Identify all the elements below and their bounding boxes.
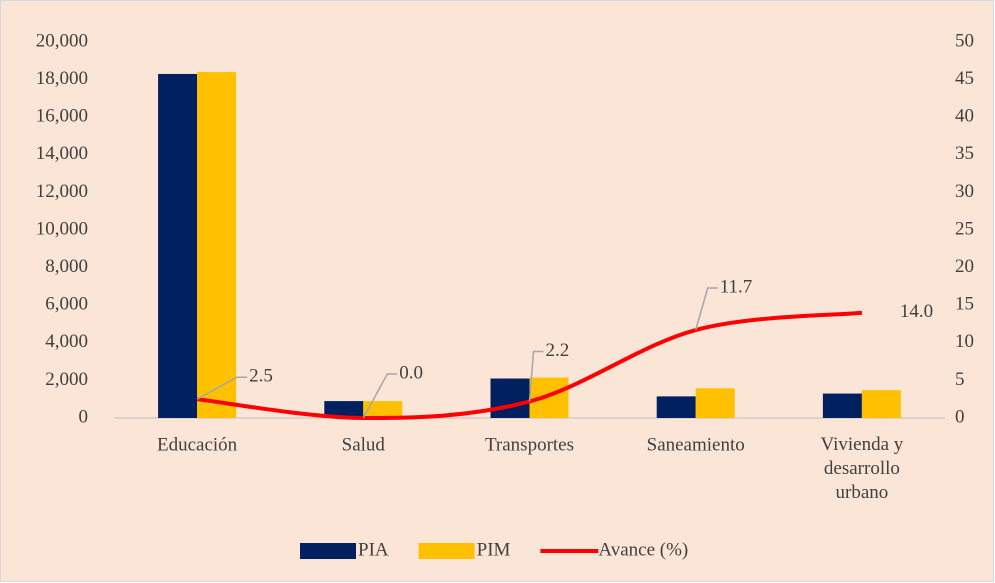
x-tick-label: Salud — [342, 434, 386, 455]
label-leader — [362, 373, 398, 419]
legend-label: PIA — [358, 539, 389, 560]
y2-tick-label: 50 — [955, 30, 974, 51]
y2-tick-label: 0 — [955, 406, 965, 427]
y2-tick-label: 5 — [955, 369, 965, 390]
y-tick-label: 4,000 — [45, 331, 88, 352]
y-tick-label: 20,000 — [36, 30, 88, 51]
bar — [695, 388, 735, 418]
data-label: 2.2 — [546, 340, 570, 361]
label-leader — [528, 350, 544, 402]
data-label: 11.7 — [720, 276, 753, 297]
bar — [363, 401, 403, 418]
y2-tick-label: 30 — [955, 181, 974, 202]
bar — [324, 401, 364, 418]
bar — [197, 72, 237, 418]
y-tick-label: 2,000 — [45, 369, 88, 390]
bar — [490, 378, 530, 418]
y2-tick-label: 10 — [955, 331, 974, 352]
data-label: 0.0 — [399, 362, 423, 383]
x-tick-label: Vivienda y desarrollo urbano — [821, 434, 904, 503]
x-tick-label: Educación — [157, 434, 238, 455]
bar — [656, 396, 696, 418]
y-tick-label: 6,000 — [45, 294, 88, 315]
x-tick-label: Transportes — [485, 434, 574, 455]
legend-label: PIM — [477, 539, 511, 560]
y2-tick-label: 25 — [955, 218, 974, 239]
y2-tick-label: 35 — [955, 143, 974, 164]
label-leader — [694, 287, 718, 331]
y-tick-label: 16,000 — [36, 106, 88, 127]
legend-label: Avance (%) — [598, 539, 688, 560]
data-label: 14.0 — [900, 301, 933, 322]
y-tick-label: 18,000 — [36, 68, 88, 89]
y-tick-label: 12,000 — [36, 181, 88, 202]
y2-tick-label: 20 — [955, 256, 974, 277]
bar — [861, 390, 901, 418]
y2-tick-label: 40 — [955, 106, 974, 127]
legend-swatch — [300, 543, 356, 559]
y-tick-label: 10,000 — [36, 218, 88, 239]
x-tick-label: Saneamiento — [647, 434, 745, 455]
bar — [158, 73, 198, 419]
y-tick-label: 8,000 — [45, 256, 88, 277]
legend-swatch — [418, 543, 475, 559]
y2-tick-label: 15 — [955, 294, 974, 315]
y-tick-label: 0 — [79, 406, 89, 427]
bar — [822, 393, 862, 418]
y-tick-label: 14,000 — [36, 143, 88, 164]
y2-tick-label: 45 — [955, 68, 974, 89]
label-leader — [196, 376, 248, 400]
data-label: 2.5 — [249, 366, 273, 387]
